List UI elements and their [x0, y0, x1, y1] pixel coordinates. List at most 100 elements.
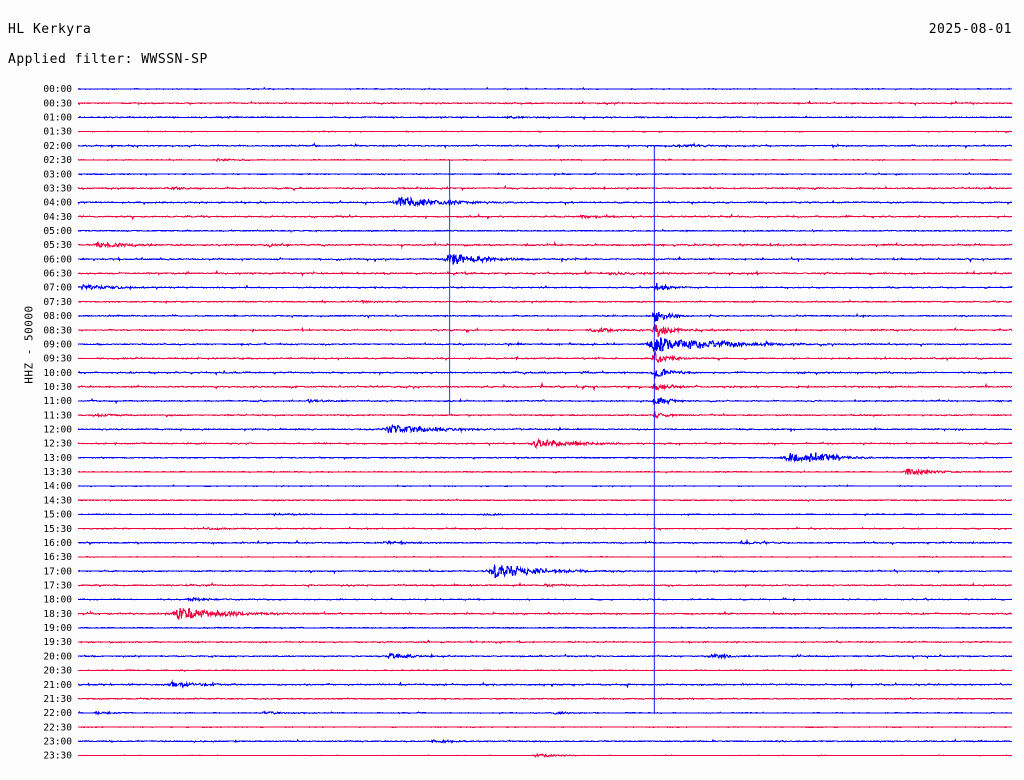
seismic-trace: [77, 240, 1013, 249]
time-tick-label: 21:30: [43, 694, 72, 705]
time-tick-label: 15:00: [43, 510, 72, 521]
time-tick-label: 21:00: [43, 680, 72, 691]
seismic-trace: [77, 184, 1013, 191]
time-tick-label: 17:00: [43, 566, 72, 577]
seismic-trace: [77, 753, 1013, 758]
seismic-trace: [77, 710, 1013, 716]
seismic-trace: [77, 423, 1013, 434]
seismic-trace: [77, 626, 1013, 630]
seismic-trace: [77, 526, 1013, 532]
time-tick-label: 10:00: [43, 368, 72, 379]
time-tick-label: 06:30: [43, 269, 72, 280]
time-tick-label: 02:00: [43, 141, 72, 152]
time-tick-label: 16:00: [43, 538, 72, 549]
seismic-trace: [77, 538, 1013, 546]
seismic-trace: [77, 555, 1013, 559]
time-tick-label: 11:00: [43, 396, 72, 407]
applied-filter-label: Applied filter: WWSSN-SP: [8, 52, 208, 67]
seismic-trace: [77, 142, 1013, 150]
seismic-trace: [77, 397, 1013, 406]
seismic-trace: [77, 582, 1013, 589]
seismic-trace: [77, 411, 1013, 419]
seismic-trace: [77, 512, 1013, 517]
seismic-trace: [77, 130, 1013, 134]
seismic-trace: [77, 668, 1013, 672]
time-tick-label: 01:00: [43, 113, 72, 124]
seismic-trace: [77, 696, 1013, 701]
time-tick-label: 20:30: [43, 666, 72, 677]
time-tick-label: 08:30: [43, 325, 72, 336]
page-title: HL Kerkyra: [8, 22, 92, 37]
seismic-trace: [77, 725, 1013, 729]
time-tick-label: 11:30: [43, 410, 72, 421]
time-tick-label: 16:30: [43, 552, 72, 563]
time-tick-label: 05:00: [43, 226, 72, 237]
time-tick-label: 07:00: [43, 283, 72, 294]
time-tick-label: 22:30: [43, 722, 72, 733]
helicorder-plot: 00:00 00:30 01:00 01:30 02:00 02:30 03:00 03:30…: [0, 78, 1024, 778]
time-tick-label: 17:30: [43, 581, 72, 592]
time-tick-label: 18:00: [43, 595, 72, 606]
seismic-trace: [77, 738, 1013, 744]
seismic-trace: [77, 368, 1013, 379]
time-tick-label: 12:00: [43, 425, 72, 436]
seismic-trace: [77, 115, 1013, 121]
seismic-trace: [77, 100, 1013, 106]
time-tick-label: 22:00: [43, 708, 72, 719]
time-tick-label: 09:30: [43, 354, 72, 365]
time-tick-label: 12:30: [43, 439, 72, 450]
seismic-trace: [77, 652, 1013, 660]
time-tick-label: 13:00: [43, 453, 72, 464]
seismic-trace: [77, 213, 1013, 221]
seismic-trace: [77, 299, 1013, 305]
seismic-trace: [77, 437, 1012, 449]
seismic-trace: [77, 381, 1013, 392]
seismic-trace: [77, 311, 1013, 323]
seismic-trace: [77, 608, 1013, 621]
seismic-trace: [77, 639, 1013, 644]
time-tick-label: 03:00: [43, 169, 72, 180]
seismic-trace: [77, 86, 1013, 91]
time-tick-label: 00:00: [43, 84, 72, 95]
seismic-trace: [77, 564, 1013, 578]
time-tick-label: 18:30: [43, 609, 72, 620]
time-tick-label: 13:30: [43, 467, 72, 478]
seismic-trace: [77, 679, 1013, 690]
seismic-trace: [77, 337, 1013, 353]
seismic-trace: [77, 323, 1013, 338]
time-tick-label: 09:00: [43, 339, 72, 350]
time-tick-label: 20:00: [43, 651, 72, 662]
seismic-trace: [77, 253, 1013, 265]
time-tick-label: 04:30: [43, 212, 72, 223]
time-tick-label: 19:00: [43, 623, 72, 634]
seismic-trace: [77, 452, 1013, 463]
seismic-trace: [77, 269, 1013, 277]
seismic-trace: [77, 196, 1013, 207]
seismic-trace: [77, 484, 1013, 488]
time-tick-label: 04:00: [43, 198, 72, 209]
seismic-trace: [77, 498, 1013, 503]
seismic-trace: [77, 283, 1013, 292]
time-tick-label: 00:30: [43, 98, 72, 109]
time-tick-label: 10:30: [43, 382, 72, 393]
seismic-trace: [77, 349, 1013, 364]
time-tick-label: 14:00: [43, 481, 72, 492]
seismic-trace: [77, 467, 1013, 477]
time-tick-label: 14:30: [43, 495, 72, 506]
seismic-trace: [77, 228, 1013, 233]
time-tick-label: 08:00: [43, 311, 72, 322]
time-tick-label: 01:30: [43, 127, 72, 138]
time-tick-label: 19:30: [43, 637, 72, 648]
seismic-trace: [77, 172, 1013, 177]
date-label: 2025-08-01: [928, 22, 1012, 37]
seismic-trace: [77, 596, 1013, 603]
time-tick-label: 07:30: [43, 297, 72, 308]
time-tick-label: 05:30: [43, 240, 72, 251]
seismic-trace: [77, 158, 1013, 163]
time-tick-label: 02:30: [43, 155, 72, 166]
time-tick-label: 15:30: [43, 524, 72, 535]
time-tick-label: 23:00: [43, 736, 72, 747]
helicorder-svg: 00:00 00:30 01:00 01:30 02:00 02:30 03:00 03:30…: [43, 84, 1013, 762]
time-tick-label: 23:30: [43, 751, 72, 762]
